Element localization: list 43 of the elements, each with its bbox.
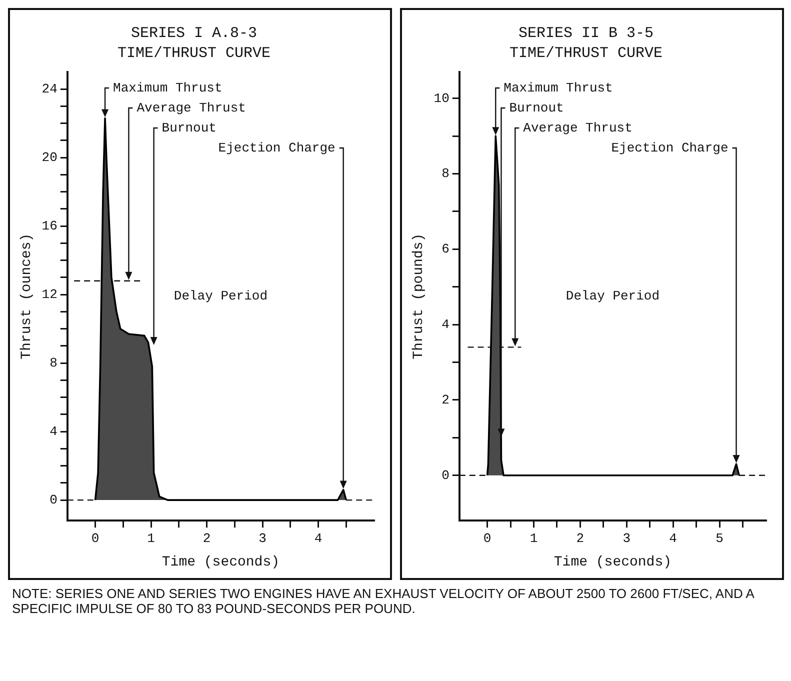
x-tick-label: 0 [483,530,492,546]
chart-title: SERIES II B 3-5 [518,24,654,42]
annotation: Maximum Thrust [113,80,222,96]
annotation: Ejection Charge [611,140,728,156]
text: NOTE: SERIES ONE AND SERIES TWO ENGINES HAVE AN EXHAUST VELOCITY OF ABOUT 2500 TO 2600 FT/SEC, AND A SPECIFIC IMPULSE OF 80 TO 83 POUND-SECONDS PER POUND. [12,586,756,616]
y-tick-label: 4 [442,317,450,332]
x-axis-title: Time (seconds) [554,554,672,570]
y-tick-label: 24 [42,82,58,97]
y-axis-title: Thrust (ounces) [19,233,36,360]
y-tick-label: 8 [50,356,58,371]
y-tick-label: 0 [442,468,450,483]
y-tick-label: 16 [42,218,58,234]
y-tick-label: 12 [42,287,58,302]
chart-subtitle: TIME/THRUST CURVE [509,44,663,62]
y-axis-title: Thrust (pounds) [411,233,428,360]
x-tick-label: 4 [314,530,322,546]
x-tick-label: 0 [91,530,100,546]
x-tick-label: 1 [147,530,156,546]
y-tick-label: 20 [42,150,58,166]
x-tick-label: 4 [669,530,678,546]
annotation: Maximum Thrust [504,80,613,96]
annotation: Delay Period [566,288,660,304]
annotation: Ejection Charge [218,140,336,156]
chart-subtitle: TIME/THRUST CURVE [117,44,271,62]
y-tick-label: 8 [442,166,450,182]
y-tick-label: 6 [442,242,450,257]
y-tick-label: 0 [50,492,58,508]
x-tick-label: 3 [258,530,266,546]
x-tick-label: 1 [530,530,538,546]
x-tick-label: 5 [716,530,724,546]
y-tick-label: 2 [442,392,450,408]
x-tick-label: 2 [576,530,584,546]
annotation: Average Thrust [136,100,246,116]
annotation: Average Thrust [523,120,632,136]
annotation: Delay Period [174,288,268,304]
annotation: Burnout [162,120,216,136]
y-tick-label: 10 [434,90,450,106]
x-tick-label: 3 [622,530,631,546]
y-tick-label: 4 [50,424,58,439]
x-axis-title: Time (seconds) [162,554,280,570]
annotation: Burnout [509,100,564,116]
x-tick-label: 2 [202,530,211,546]
chart-title: SERIES I A.8-3 [130,24,258,42]
